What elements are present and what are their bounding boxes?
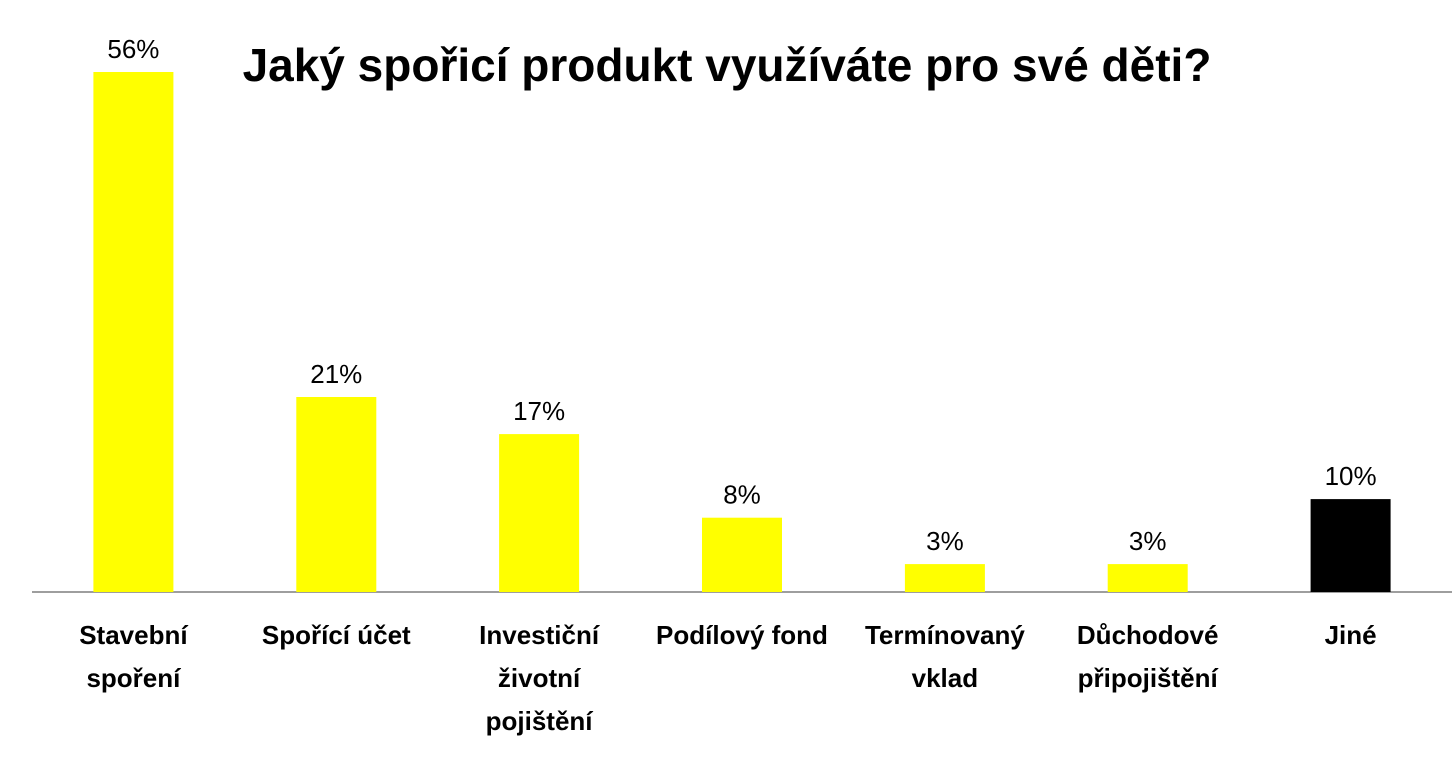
chart-title: Jaký spořicí produkt využíváte pro své d…	[242, 39, 1212, 91]
category-label-0: Stavební spoření	[79, 620, 188, 693]
bar-2	[499, 434, 580, 592]
bar-5	[1107, 564, 1188, 592]
category-label-3: Podílový fond	[656, 620, 828, 650]
category-label-6: Jiné	[1325, 620, 1377, 650]
bar-4	[904, 564, 985, 592]
data-label-6: 10%	[1325, 461, 1377, 491]
data-label-4: 3%	[926, 526, 964, 556]
data-label-1: 21%	[310, 359, 362, 389]
data-label-0: 56%	[107, 34, 159, 64]
category-label-1: Spořící účet	[262, 620, 411, 650]
category-label-2: Investiční životní pojištění	[479, 620, 600, 736]
data-label-5: 3%	[1129, 526, 1167, 556]
category-label-4: Termínovaný vklad	[865, 620, 1025, 693]
bar-6	[1310, 499, 1391, 592]
category-label-5: Důchodové připojištění	[1077, 620, 1219, 693]
bar-1	[296, 397, 377, 592]
bar-0	[93, 72, 174, 592]
bar-3	[702, 517, 782, 592]
data-label-3: 8%	[723, 480, 761, 510]
data-label-2: 17%	[513, 396, 565, 426]
